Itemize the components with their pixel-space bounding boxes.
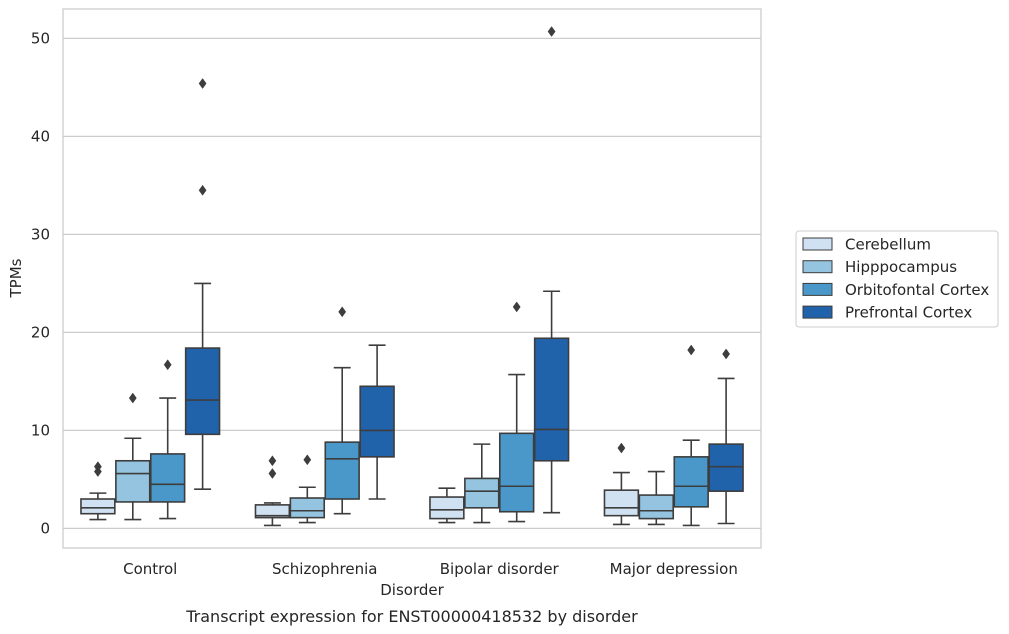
box (708, 443, 744, 492)
legend-swatch (802, 260, 833, 274)
box-group (80, 461, 116, 521)
box-group (254, 455, 291, 527)
boxes (80, 26, 744, 527)
legend-label: Hipppocampus (845, 258, 957, 276)
outlier-point (687, 344, 696, 356)
plot-area-frame (62, 8, 762, 549)
outlier-point (128, 392, 137, 404)
legend-swatch (802, 305, 833, 319)
box-group (184, 78, 221, 491)
outlier-point (338, 306, 347, 318)
box (359, 385, 395, 458)
y-tick-label: 20 (31, 323, 50, 341)
box (184, 347, 221, 436)
x-tick-label: Major depression (610, 560, 738, 578)
box (80, 498, 116, 515)
box-group (638, 470, 675, 526)
box (429, 496, 465, 520)
box (498, 432, 535, 513)
y-tick-label: 50 (31, 29, 50, 47)
x-tick-label: Control (123, 560, 177, 578)
box-group (673, 344, 709, 527)
outlier-point (198, 184, 207, 196)
box (673, 456, 709, 508)
chart-caption: Transcript expression for ENST0000041853… (185, 607, 638, 626)
legend-label: Orbitofontal Cortex (845, 281, 989, 299)
outlier-point (93, 461, 102, 473)
box-group (464, 443, 500, 524)
y-tick-label: 10 (31, 421, 50, 439)
outlier-point (268, 455, 277, 467)
outlier-point (512, 301, 521, 313)
x-axis-label: Disorder (380, 581, 444, 599)
legend-frame (795, 230, 999, 328)
box-group (498, 301, 535, 523)
outlier-point (722, 348, 731, 360)
box-group (149, 359, 186, 520)
box-group (603, 442, 640, 526)
outlier-point (198, 78, 207, 89)
box (603, 489, 640, 517)
box (289, 497, 326, 519)
box (464, 477, 500, 509)
legend-label: Cerebellum (845, 236, 931, 254)
y-tick-label: 40 (31, 127, 50, 145)
outlier-point (163, 359, 172, 371)
box-group (533, 26, 570, 514)
box (533, 337, 570, 462)
outlier-point (617, 442, 626, 454)
box (638, 494, 675, 520)
y-axis-ticks: 0 10 20 30 40 50 (31, 29, 50, 537)
gridlines (63, 37, 761, 530)
x-tick-label: Schizophrenia (272, 560, 377, 578)
box-group (429, 487, 465, 524)
legend-swatch (802, 282, 833, 296)
box-group (324, 306, 360, 515)
box-group (289, 454, 326, 524)
box (254, 504, 291, 519)
box-group (708, 348, 744, 525)
box (324, 441, 360, 500)
legend-label: Prefrontal Cortex (845, 304, 972, 322)
y-tick-label: 0 (40, 519, 50, 537)
outlier-point (547, 26, 556, 37)
box-group (115, 392, 151, 521)
y-tick-label: 30 (31, 225, 50, 243)
y-axis-label: TPMs (7, 258, 25, 298)
x-axis-ticks: Control Schizophrenia Bipolar disorder Majo… (123, 560, 738, 578)
x-tick-label: Bipolar disorder (440, 560, 560, 578)
outlier-point (268, 468, 277, 479)
box-group (359, 344, 395, 500)
outlier-point (303, 454, 312, 466)
box (115, 459, 151, 503)
box (149, 453, 186, 503)
legend: Cerebellum Hipppocampus Orbitofontal Corte… (795, 230, 999, 328)
legend-swatch (802, 237, 833, 251)
